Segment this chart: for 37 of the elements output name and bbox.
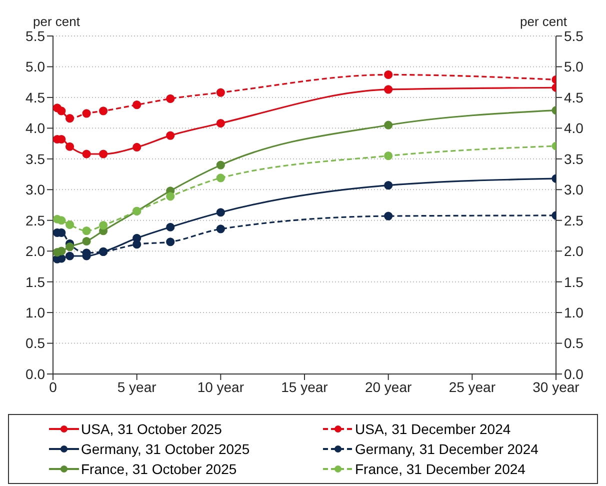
y-tick-label: 5.5: [26, 28, 46, 44]
legend-label: Germany, 31 October 2025: [81, 441, 250, 457]
y2-tick-label: 5.0: [564, 58, 584, 75]
x-tick-label: 0: [49, 378, 58, 395]
y-tick-label: 0.0: [26, 366, 46, 382]
y2-tick-label: 3.5: [564, 150, 584, 167]
y-tick-label: 2.0: [26, 243, 46, 260]
y-tick-label: 3.0: [26, 182, 46, 198]
y-tick-label: 2.5: [26, 212, 46, 228]
y2-axis-title: per cent: [520, 14, 568, 30]
y2-tick-label: 4.5: [564, 89, 584, 106]
legend-label: Germany, 31 December 2024: [355, 441, 538, 457]
y2-tick-label: 5.5: [564, 28, 584, 44]
legend-label: USA, 31 October 2025: [81, 421, 222, 437]
legend-label: France, 31 October 2025: [81, 461, 237, 477]
y-axis-title: per cent: [33, 14, 80, 30]
y-tick-label: 1.5: [26, 274, 46, 290]
y-tick-label: 1.0: [26, 304, 46, 321]
x-tick-label: 20 year: [364, 378, 412, 395]
y2-tick-label: 1.0: [564, 304, 584, 321]
y2-tick-label: 2.0: [564, 243, 584, 260]
y-tick-label: 4.0: [26, 120, 46, 136]
legend-label: USA, 31 December 2024: [355, 421, 511, 437]
x-tick-label: 15 year: [281, 378, 328, 395]
y2-tick-label: 3.0: [564, 182, 584, 198]
y-tick-label: 5.0: [26, 58, 46, 75]
x-tick-label: 10 year: [197, 378, 244, 395]
y-tick-label: 4.5: [26, 89, 46, 106]
y2-tick-label: 1.5: [564, 274, 584, 290]
x-tick-label: 5 year: [117, 378, 157, 395]
y-tick-label: 3.5: [26, 150, 46, 167]
y2-tick-label: 0.5: [564, 335, 584, 352]
y2-tick-label: 4.0: [564, 120, 584, 136]
legend-label: France, 31 December 2024: [355, 461, 526, 477]
y2-tick-label: 2.5: [564, 212, 584, 228]
x-tick-label: 25 year: [448, 378, 496, 395]
y-tick-label: 0.5: [26, 335, 46, 352]
